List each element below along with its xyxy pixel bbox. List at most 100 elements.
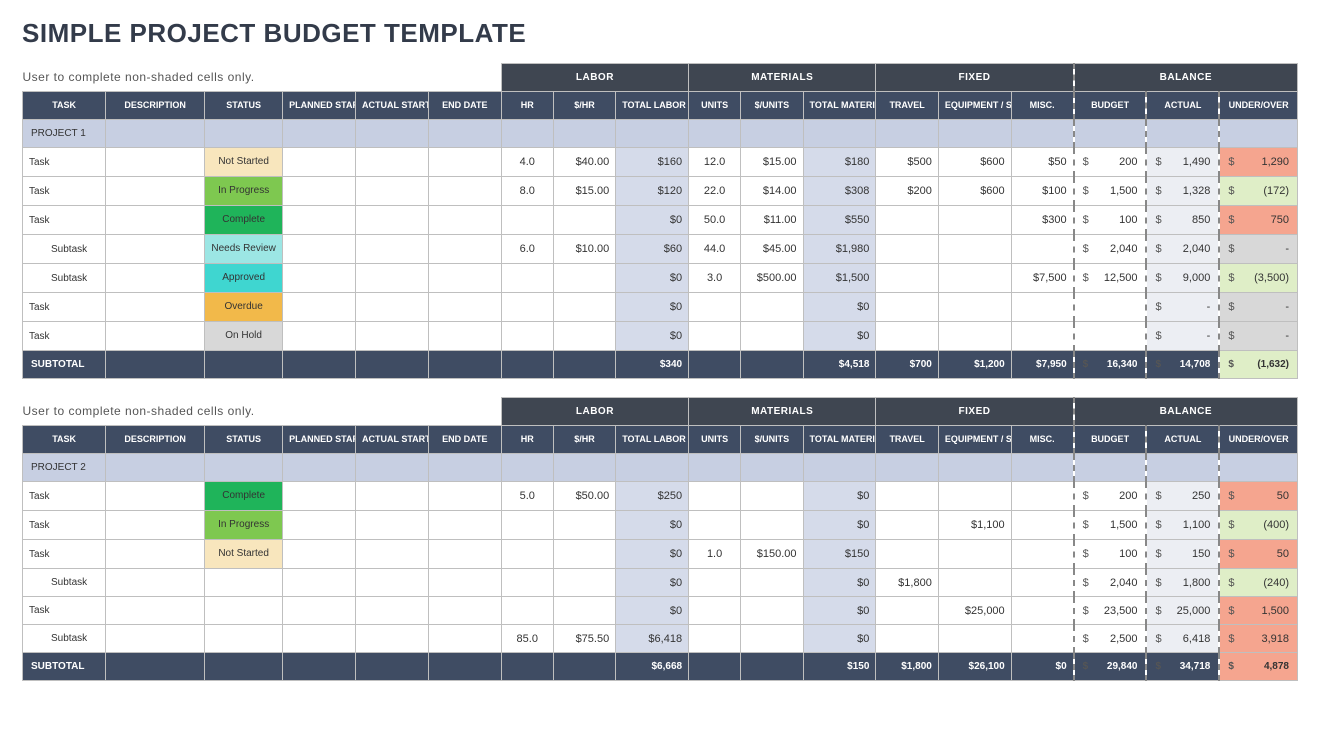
cell-uo: $- [1219, 235, 1297, 264]
cell-budget: $2,040 [1074, 235, 1147, 264]
cell-astart [356, 597, 429, 625]
col-header-astart: ACTUAL START DATE [356, 92, 429, 120]
cell-uo: $(400) [1219, 511, 1297, 540]
cell-rate: $75.50 [553, 625, 615, 653]
status-pill: In Progress [205, 177, 282, 205]
cell-task: Task [23, 482, 106, 511]
status-pill: In Progress [205, 511, 282, 539]
cell-equip [938, 482, 1011, 511]
cell-uprice [741, 511, 803, 540]
col-header-budget: BUDGET [1074, 92, 1147, 120]
col-header-tlabor: TOTAL LABOR [616, 92, 689, 120]
cell-astart [356, 148, 429, 177]
col-header-status: STATUS [205, 92, 283, 120]
cell-tlabor: $6,418 [616, 625, 689, 653]
cell-task: Subtask [23, 569, 106, 597]
cell-end [428, 293, 501, 322]
cell-end [428, 597, 501, 625]
cell-tmat: $0 [803, 569, 876, 597]
cell-status: Complete [205, 206, 283, 235]
col-header-actual: ACTUAL [1146, 92, 1219, 120]
cell-misc [1011, 511, 1073, 540]
table-row: Task$0$0$25,000$23,500$25,000$1,500 [23, 597, 1298, 625]
cell-actual: $1,490 [1146, 148, 1219, 177]
cell-desc [106, 482, 205, 511]
cell-uprice [741, 482, 803, 511]
cell-uprice: $45.00 [741, 235, 803, 264]
cell-rate [553, 540, 615, 569]
cell-tlabor: $0 [616, 540, 689, 569]
cell-tlabor: $0 [616, 511, 689, 540]
cell-task: Task [23, 322, 106, 351]
cell-hr [501, 264, 553, 293]
cell-uo: $1,290 [1219, 148, 1297, 177]
cell-uprice: $14.00 [741, 177, 803, 206]
cell-hr: 8.0 [501, 177, 553, 206]
cell-pstart [283, 511, 356, 540]
cell-desc [106, 264, 205, 293]
cell-pstart [283, 625, 356, 653]
cell-budget: $1,500 [1074, 511, 1147, 540]
cell-desc [106, 625, 205, 653]
cell-uprice: $11.00 [741, 206, 803, 235]
cell-hr [501, 597, 553, 625]
cell-pstart [283, 264, 356, 293]
cell-units [689, 482, 741, 511]
col-header-misc: MISC. [1011, 426, 1073, 454]
cell-status: Not Started [205, 540, 283, 569]
cell-actual: $2,040 [1146, 235, 1219, 264]
cell-actual: $- [1146, 322, 1219, 351]
cell-units [689, 511, 741, 540]
cell-pstart [283, 148, 356, 177]
subtotal-row: SUBTOTAL$6,668$150$1,800$26,100$0$29,840… [23, 653, 1298, 681]
cell-uprice [741, 569, 803, 597]
cell-end [428, 264, 501, 293]
cell-tmat: $0 [803, 597, 876, 625]
col-header-end: END DATE [428, 92, 501, 120]
col-header-uo: UNDER/OVER [1219, 92, 1297, 120]
col-header-tmat: TOTAL MATERIALS [803, 92, 876, 120]
group-header-fixed: FIXED [876, 64, 1074, 92]
col-header-desc: DESCRIPTION [106, 426, 205, 454]
cell-status: Not Started [205, 148, 283, 177]
cell-tmat: $0 [803, 293, 876, 322]
cell-hr [501, 293, 553, 322]
cell-tlabor: $0 [616, 264, 689, 293]
cell-uprice [741, 597, 803, 625]
table-row: TaskIn Progress$0$0$1,100$1,500$1,100$(4… [23, 511, 1298, 540]
cell-budget: $100 [1074, 540, 1147, 569]
cell-astart [356, 540, 429, 569]
cell-travel [876, 206, 938, 235]
cell-equip [938, 569, 1011, 597]
cell-tlabor: $160 [616, 148, 689, 177]
cell-equip [938, 293, 1011, 322]
col-header-tlabor: TOTAL LABOR [616, 426, 689, 454]
cell-units: 1.0 [689, 540, 741, 569]
cell-units [689, 625, 741, 653]
cell-astart [356, 264, 429, 293]
cell-astart [356, 625, 429, 653]
cell-status: Complete [205, 482, 283, 511]
cell-misc [1011, 625, 1073, 653]
cell-end [428, 322, 501, 351]
cell-tlabor: $0 [616, 597, 689, 625]
cell-equip [938, 625, 1011, 653]
cell-astart [356, 206, 429, 235]
cell-misc [1011, 293, 1073, 322]
cell-budget: $2,040 [1074, 569, 1147, 597]
cell-travel [876, 235, 938, 264]
cell-tmat: $0 [803, 625, 876, 653]
table-row: TaskNot Started4.0$40.00$16012.0$15.00$1… [23, 148, 1298, 177]
cell-astart [356, 235, 429, 264]
cell-actual: $25,000 [1146, 597, 1219, 625]
cell-uo: $1,500 [1219, 597, 1297, 625]
cell-pstart [283, 569, 356, 597]
cell-equip [938, 235, 1011, 264]
cell-budget: $200 [1074, 482, 1147, 511]
col-header-units: UNITS [689, 92, 741, 120]
cell-travel [876, 511, 938, 540]
group-header-fixed: FIXED [876, 398, 1074, 426]
cell-budget: $100 [1074, 206, 1147, 235]
cell-desc [106, 177, 205, 206]
cell-pstart [283, 235, 356, 264]
